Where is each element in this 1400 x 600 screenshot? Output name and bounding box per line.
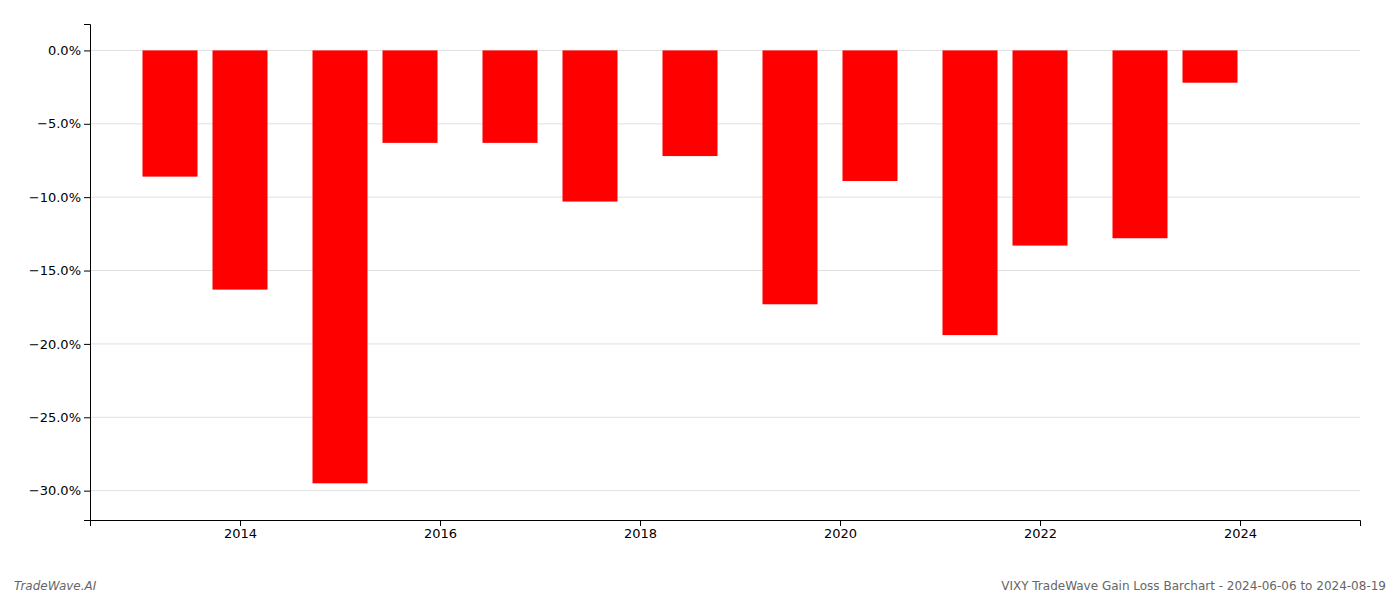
- x-tick: 2014: [224, 520, 257, 541]
- bars: [143, 50, 1238, 483]
- plot: 2014 2016 2018 2020 2022 2024 0.0% −5.0% −10.0% −…: [29, 25, 1361, 542]
- y-tick-mark: [84, 124, 90, 125]
- x-tick-mark: [1240, 520, 1241, 526]
- y-tick-mark: [84, 417, 90, 418]
- bar: [1113, 50, 1168, 238]
- annotation: TradeWave.AI: [14, 579, 97, 593]
- x-tick-label: 2014: [224, 526, 257, 541]
- grid-line: [90, 197, 1360, 198]
- y-tick-label: −20.0%: [29, 337, 81, 352]
- chart-svg: 2014 2016 2018 2020 2022 2024 0.0% −5.0% −10.0% −…: [0, 0, 1400, 600]
- y-tick: −30.0%: [29, 483, 90, 498]
- y-tick-mark: [84, 197, 90, 198]
- y-tick-mark: [84, 271, 90, 272]
- x-axis-line: [91, 521, 1361, 527]
- grid-line: [90, 270, 1360, 271]
- annotation: VIXY TradeWave Gain Loss Barchart - 2024…: [1001, 579, 1386, 593]
- grid-line: [90, 417, 1360, 418]
- bar: [1013, 50, 1068, 245]
- y-tick-label: 0.0%: [48, 43, 81, 58]
- bar: [563, 50, 618, 201]
- x-axis: 2014 2016 2018 2020 2022 2024: [91, 520, 1361, 541]
- y-tick-label: −30.0%: [29, 483, 81, 498]
- bar: [1183, 50, 1238, 82]
- bar: [483, 50, 538, 142]
- bar: [843, 50, 898, 181]
- x-tick-label: 2024: [1224, 526, 1257, 541]
- y-tick: −15.0%: [29, 263, 90, 278]
- bar: [143, 50, 198, 176]
- x-tick: 2020: [824, 520, 857, 541]
- grid-line: [90, 123, 1360, 124]
- y-tick-label: −10.0%: [29, 190, 81, 205]
- x-tick-mark: [440, 520, 441, 526]
- grid: [90, 50, 1360, 490]
- y-tick-label: −15.0%: [29, 263, 81, 278]
- bar: [313, 50, 368, 483]
- x-tick: 2018: [624, 520, 657, 541]
- x-tick-label: 2016: [424, 526, 457, 541]
- x-tick: 2024: [1224, 520, 1257, 541]
- chart-container: 2014 2016 2018 2020 2022 2024 0.0% −5.0% −10.0% −…: [0, 0, 1400, 600]
- x-tick-label: 2022: [1024, 526, 1057, 541]
- x-tick-mark: [240, 520, 241, 526]
- x-tick-label: 2018: [624, 526, 657, 541]
- y-tick: −25.0%: [29, 410, 90, 425]
- x-tick: 2016: [424, 520, 457, 541]
- x-tick: 2022: [1024, 520, 1057, 541]
- grid-line: [90, 490, 1360, 491]
- y-tick-label: −5.0%: [37, 116, 81, 131]
- y-tick-mark: [84, 491, 90, 492]
- y-tick-label: −25.0%: [29, 410, 81, 425]
- y-tick-mark: [84, 50, 90, 51]
- x-tick-mark: [1040, 520, 1041, 526]
- bar: [383, 50, 438, 142]
- y-axis-line: [84, 25, 91, 521]
- annotations: TradeWave.AI VIXY TradeWave Gain Loss Bar…: [14, 579, 1386, 593]
- grid-line: [90, 343, 1360, 344]
- y-tick: −5.0%: [37, 116, 90, 131]
- bar: [663, 50, 718, 156]
- y-tick-mark: [84, 344, 90, 345]
- y-tick: −20.0%: [29, 337, 90, 352]
- x-tick-label: 2020: [824, 526, 857, 541]
- y-tick: −10.0%: [29, 190, 90, 205]
- bar: [213, 50, 268, 289]
- grid-line: [90, 50, 1360, 51]
- x-tick-mark: [640, 520, 641, 526]
- y-axis: 0.0% −5.0% −10.0% −15.0% −20.0% −25.0% −30.0%: [29, 25, 91, 521]
- bar: [763, 50, 818, 304]
- x-tick-mark: [840, 520, 841, 526]
- y-tick: 0.0%: [48, 43, 90, 58]
- bar: [943, 50, 998, 335]
